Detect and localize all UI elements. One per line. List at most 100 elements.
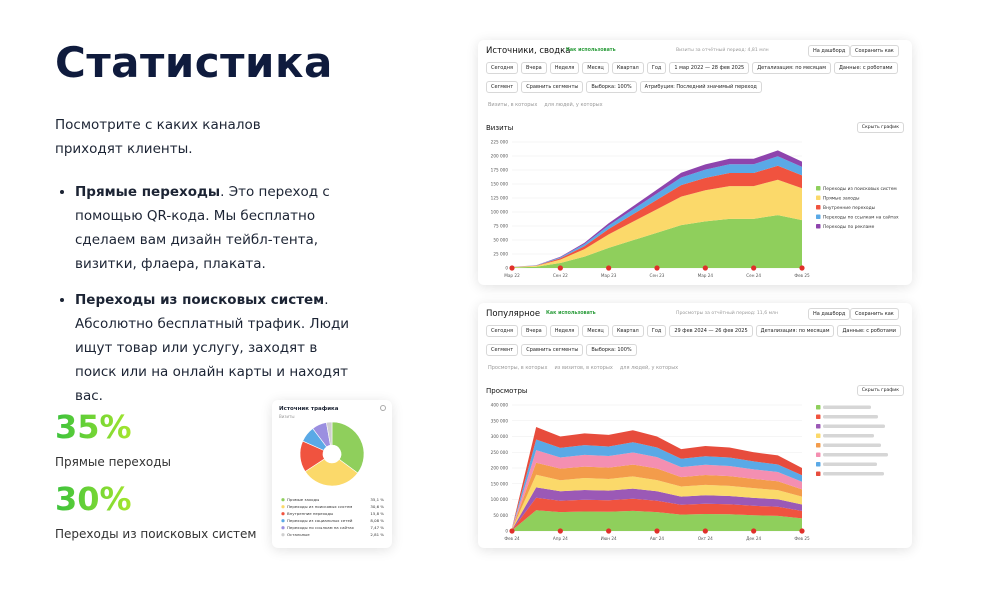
legend-swatch: [816, 443, 821, 448]
bullet-bold: Прямые переходы: [75, 184, 221, 200]
legend-swatch: [816, 452, 821, 457]
title: Статистика: [55, 38, 333, 87]
blurred-label: [823, 472, 884, 476]
stat-value: 30%: [55, 480, 132, 518]
y-tick-label: 50 000: [493, 513, 508, 518]
toolbar-item: Сегмент: [486, 81, 519, 93]
y-tick-label: 300 000: [491, 434, 509, 439]
blurred-label: [823, 462, 877, 466]
toolbar-item: Месяц: [582, 62, 609, 74]
x-tick-label: Мар 23: [601, 273, 617, 278]
x-tick-label: Фев 25: [794, 536, 810, 541]
hide-chart-button: Скрыть график: [856, 122, 904, 133]
legend-label: Переходы из поисковых систем: [287, 504, 352, 509]
legend-swatch: [816, 214, 821, 219]
dashboard-button: На дашборд: [808, 308, 851, 320]
legend-label: Переходы по рекламе: [823, 224, 875, 230]
card-subtitle: Визиты: [279, 414, 295, 419]
toolbar-row: Сегодня Вчера Неделя Месяц Квартал Год 29 фев …: [486, 325, 902, 337]
toolbar-row: Сегмент Сравнить сегменты Выборка: 100% Атр…: [486, 81, 762, 93]
chart: 0 25 000 50 000 75 000 100 000 125 000 150 000…: [491, 140, 899, 279]
screenshot: Источники, сводка Как использовать Визиты …: [478, 40, 912, 285]
toolbar-item: Вчера: [521, 325, 547, 337]
y-tick-label: 0: [505, 266, 508, 271]
hide-chart-button: Скрыть график: [856, 385, 904, 396]
value-label: 30,6 %: [370, 504, 384, 509]
legend-swatch: [281, 533, 285, 537]
blurred-label: [823, 453, 888, 457]
y-tick-label: 125 000: [491, 196, 509, 201]
report-title: Популярное: [486, 309, 541, 319]
toolbar-item: Вчера: [521, 62, 547, 74]
legend-label: Внутренние переходы: [287, 511, 333, 516]
help-link: Как использовать: [546, 311, 596, 316]
event-marker: [799, 528, 805, 534]
toolbar-row: Просмотры, в которых из визитов, в которы…: [486, 363, 680, 373]
area: [512, 462, 802, 530]
area: [512, 165, 802, 268]
legend-swatch: [816, 405, 821, 410]
x-tick-label: Фев 25: [794, 273, 810, 278]
event-marker: [702, 265, 708, 271]
chart-title: Визиты: [486, 124, 514, 132]
stat-label: Переходы из поисковых систем: [55, 527, 257, 541]
event-marker: [509, 528, 515, 534]
event-marker: [557, 528, 563, 534]
event-marker: [557, 265, 563, 271]
area: [512, 427, 802, 529]
screenshot: Популярное Как использовать Просмотры за о…: [478, 303, 912, 548]
toolbar-item: Данные: с роботами: [834, 62, 898, 74]
toolbar-item: Год: [646, 325, 667, 337]
toolbar-item: Выборка: 100%: [586, 81, 637, 93]
toolbar-item: для людей, у которых: [544, 102, 603, 108]
toolbar-item: для людей, у которых: [619, 365, 679, 371]
bullet-bold: Переходы из поисковых систем: [75, 292, 325, 308]
x-tick-label: Мар 22: [504, 273, 520, 278]
value-label: 15,8 %: [370, 511, 384, 516]
toolbar-item: Сравнить сегменты: [521, 81, 584, 93]
area: [512, 450, 802, 529]
legend-label: Остальные: [287, 532, 310, 537]
intro: Посмотрите с каких каналов приходят клие…: [55, 117, 261, 157]
toolbar-item: Выборка: 100%: [586, 344, 637, 356]
pie-slice: [326, 421, 333, 446]
legend-swatch: [816, 462, 821, 467]
toolbar-item: Сегодня: [486, 325, 518, 337]
toolbar-item: Сравнить сегменты: [521, 344, 584, 356]
area: [512, 179, 802, 268]
y-tick-label: 25 000: [493, 252, 508, 257]
bullet-text: . Абсолютно бесплатный трафик. Люди ищут…: [75, 292, 350, 404]
y-tick-label: 200 000: [491, 154, 509, 159]
y-tick-label: 50 000: [493, 238, 508, 243]
toolbar-row: Визиты, в которых для людей, у которых: [486, 100, 605, 110]
toolbar-item: Квартал: [611, 62, 644, 74]
blurred-label: [823, 424, 885, 428]
legend-swatch: [816, 433, 821, 438]
x-tick-label: Сен 22: [553, 273, 568, 278]
stat-value: 35%: [55, 408, 132, 446]
settings-icon: [380, 405, 386, 411]
toolbar-row: Сегодня Вчера Неделя Месяц Квартал Год 1 мар 2…: [486, 62, 898, 74]
legend-swatch: [281, 526, 285, 530]
bullet-text: . Это переход с помощью QR-кода. Мы бесп…: [75, 184, 330, 272]
area: [512, 497, 802, 531]
bullet: Прямые переходы. Это переход с помощью Q…: [75, 180, 355, 276]
legend-swatch: [816, 471, 821, 476]
legend-swatch: [816, 224, 821, 229]
event-marker: [654, 528, 660, 534]
legend-swatch: [816, 205, 821, 210]
y-tick-label: 250 000: [491, 450, 509, 455]
toolbar-item: Месяц: [582, 325, 609, 337]
blurred-label: [823, 434, 874, 438]
legend-swatch: [816, 186, 821, 191]
toolbar-item: Неделя: [549, 325, 580, 337]
y-tick-label: 400 000: [491, 403, 509, 408]
event-marker: [702, 528, 708, 534]
x-tick-label: Окт 24: [698, 536, 713, 541]
area: [512, 215, 802, 268]
x-tick-label: Авг 24: [650, 536, 665, 541]
pie-slice: [304, 458, 359, 487]
toolbar-item: Квартал: [611, 325, 644, 337]
help-link: Как использовать: [566, 48, 616, 53]
